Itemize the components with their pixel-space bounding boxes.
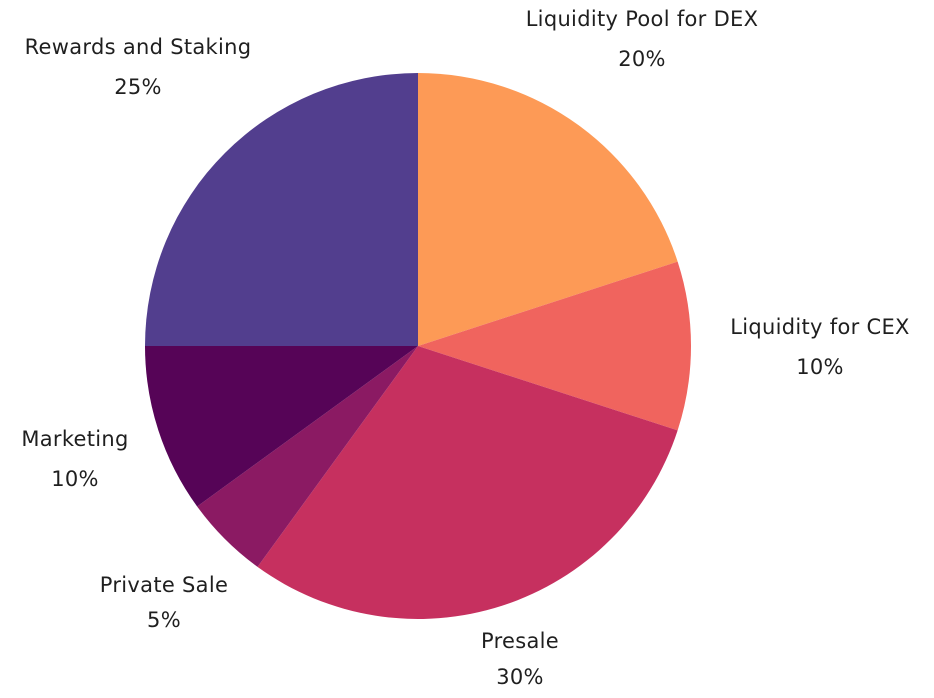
slice-label-liquidity-pool-for-dex-value: 20% [618, 47, 666, 71]
slice-label-marketing-name: Marketing [21, 427, 128, 451]
slice-label-liquidity-pool-for-dex: Liquidity Pool for DEX 20% [526, 7, 759, 71]
slice-label-private-sale-value: 5% [147, 608, 181, 632]
slice-label-presale: Presale 30% [481, 629, 559, 689]
slice-label-marketing: Marketing 10% [21, 427, 128, 491]
pie-slice-marketing [145, 346, 418, 507]
pie-slice-liquidity-pool-for-dex [418, 73, 678, 346]
pie-slice-presale [257, 346, 678, 620]
slice-label-rewards-and-staking-value: 25% [114, 75, 162, 99]
slice-label-rewards-and-staking: Rewards and Staking 25% [25, 35, 252, 99]
slice-label-presale-value: 30% [496, 665, 544, 689]
pie-slice-liquidity-for-cex [418, 261, 692, 431]
slice-label-private-sale: Private Sale 5% [100, 573, 228, 632]
slice-label-private-sale-name: Private Sale [100, 573, 228, 597]
slice-label-liquidity-for-cex-value: 10% [796, 355, 844, 379]
pie-slice-rewards-and-staking [145, 73, 418, 346]
slice-label-liquidity-for-cex-name: Liquidity for CEX [730, 315, 909, 339]
slice-label-presale-name: Presale [481, 629, 559, 653]
slice-label-liquidity-for-cex: Liquidity for CEX 10% [730, 315, 909, 379]
slice-label-marketing-value: 10% [51, 467, 99, 491]
slice-label-rewards-and-staking-name: Rewards and Staking [25, 35, 252, 59]
slice-label-liquidity-pool-for-dex-name: Liquidity Pool for DEX [526, 7, 759, 31]
pie-slices [145, 73, 692, 620]
pie-slice-private-sale [197, 346, 418, 567]
